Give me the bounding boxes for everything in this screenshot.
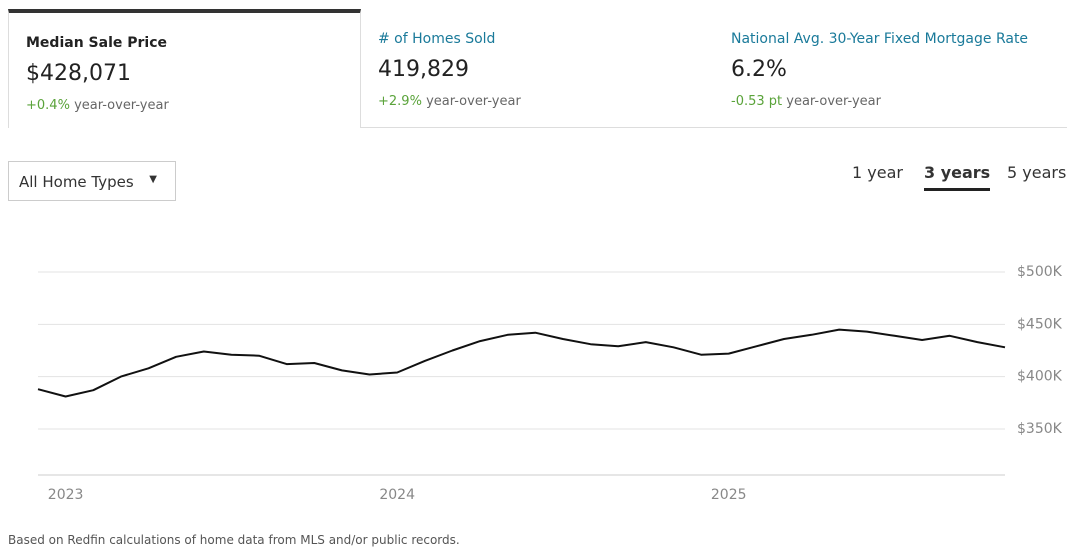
- dropdown-label: All Home Types: [19, 173, 134, 191]
- tab-value: $428,071: [26, 61, 131, 86]
- tab[interactable]: # of Homes Sold 419,829 +2.9% year-over-…: [361, 9, 714, 128]
- range-button[interactable]: 5 years: [1007, 163, 1067, 182]
- tab-change: +2.9%: [378, 94, 422, 109]
- y-tick-label: $500K: [1017, 264, 1063, 280]
- tab-period: year-over-year: [74, 98, 169, 113]
- footnote: Based on Redfin calculations of home dat…: [8, 533, 460, 547]
- range-button[interactable]: 3 years: [924, 163, 991, 191]
- price-line: [37, 328, 1006, 398]
- home-type-dropdown[interactable]: All Home Types ▼: [8, 161, 176, 201]
- y-tick-label: $350K: [1017, 421, 1063, 437]
- tab-title: # of Homes Sold: [378, 31, 496, 47]
- caret: ▼: [149, 174, 157, 185]
- tab-period: year-over-year: [426, 94, 521, 109]
- chart: $350K $400K $450K $500K 2023 2024 2025: [37, 264, 1063, 503]
- tab-title: Median Sale Price: [26, 35, 167, 51]
- x-tick-label: 2023: [48, 487, 84, 503]
- tab-value: 6.2%: [731, 57, 787, 82]
- y-tick-label: $400K: [1017, 369, 1063, 385]
- tab[interactable]: National Avg. 30-Year Fixed Mortgage Rat…: [714, 9, 1067, 128]
- tab-change: -0.53 pt: [731, 94, 783, 109]
- x-tick-label: 2024: [379, 487, 415, 503]
- tab-change: +0.4%: [26, 98, 70, 113]
- tab-value: 419,829: [378, 57, 469, 82]
- tab[interactable]: Median Sale Price $428,071 +0.4% year-ov…: [8, 9, 361, 128]
- tab-title: National Avg. 30-Year Fixed Mortgage Rat…: [731, 31, 1029, 47]
- tab-period: year-over-year: [786, 94, 881, 109]
- range-button[interactable]: 1 year: [852, 163, 903, 182]
- x-tick-label: 2025: [711, 487, 747, 503]
- y-tick-label: $450K: [1017, 316, 1063, 332]
